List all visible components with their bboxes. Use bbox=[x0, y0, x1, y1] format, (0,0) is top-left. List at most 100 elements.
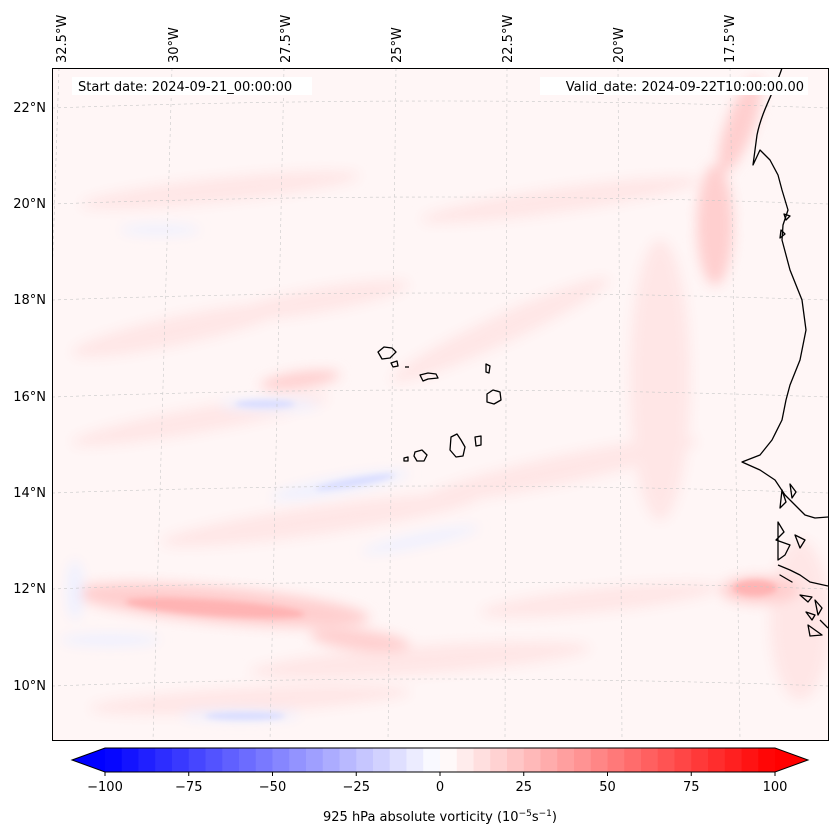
colorbar-cell bbox=[557, 748, 575, 772]
colorbar-cell bbox=[121, 748, 140, 772]
colorbar-cell bbox=[373, 748, 391, 772]
colorbar-cell bbox=[306, 748, 324, 772]
colorbar-label: 925 hPa absolute vorticity (10−5s−1) bbox=[323, 809, 557, 825]
colorbar-cell bbox=[540, 748, 558, 772]
colorbar-tick-label: −75 bbox=[175, 780, 202, 795]
west-africa-creeks bbox=[775, 483, 828, 637]
vorticity-core bbox=[235, 400, 295, 408]
vorticity-patch bbox=[480, 582, 720, 618]
vorticity-patch bbox=[391, 277, 609, 383]
latitude-labels: 22°N 20°N 18°N 16°N 14°N 12°N 10°N bbox=[13, 101, 46, 694]
island-santiago bbox=[449, 433, 466, 458]
valid-date-label: Valid_date: 2024-09-22T10:00:00.00 bbox=[566, 80, 804, 95]
colorbar-cell bbox=[289, 748, 307, 772]
colorbar-cell bbox=[758, 748, 776, 772]
parallel-22n bbox=[52, 100, 828, 109]
lat-label: 18°N bbox=[13, 293, 46, 308]
lon-label: 32.5°W bbox=[55, 15, 70, 63]
parallel-18n bbox=[52, 292, 828, 301]
africa-coastline bbox=[741, 68, 828, 519]
field-background bbox=[52, 68, 828, 740]
colorbar-tick-label: 25 bbox=[515, 780, 532, 795]
island-sao-vicente bbox=[390, 360, 399, 368]
lon-label: 17.5°W bbox=[723, 15, 738, 63]
vorticity-patch bbox=[60, 634, 160, 646]
vorticity-patch bbox=[630, 240, 690, 520]
colorbar-cell bbox=[641, 748, 659, 772]
colorbar-cell bbox=[724, 748, 743, 772]
parallel-20n bbox=[52, 196, 828, 205]
colorbar-tick-label: 100 bbox=[763, 780, 788, 795]
colorbar-extend-max bbox=[775, 748, 808, 772]
colorbar-cell bbox=[607, 748, 625, 772]
island-fogo bbox=[413, 449, 428, 462]
colorbar-extend-min bbox=[72, 748, 105, 772]
vorticity-core bbox=[125, 597, 305, 619]
lat-label: 20°N bbox=[13, 197, 46, 212]
vorticity-core bbox=[315, 474, 395, 490]
island-santo-antao bbox=[377, 346, 397, 360]
meridian-30w bbox=[152, 68, 173, 740]
vorticity-patch bbox=[718, 77, 762, 173]
vorticity-patch bbox=[770, 540, 828, 700]
colorbar-cell bbox=[406, 748, 424, 772]
meridian-27-5w bbox=[269, 68, 285, 740]
date-labels: Start date: 2024-09-21_00:00:00 Valid_da… bbox=[72, 77, 808, 95]
colorbar-cell bbox=[222, 748, 240, 772]
colorbar-cell bbox=[272, 748, 290, 772]
colorbar-cell bbox=[172, 748, 190, 772]
meridian-25w bbox=[387, 68, 397, 740]
colorbar-cell bbox=[674, 748, 692, 772]
colorbar-cell bbox=[155, 748, 173, 772]
colorbar-tick-label: −25 bbox=[343, 780, 370, 795]
parallel-14n bbox=[52, 485, 828, 494]
colorbar-tick-label: 0 bbox=[436, 780, 444, 795]
colorbar-cell bbox=[138, 748, 156, 772]
colorbar-cell bbox=[440, 748, 458, 772]
meridian-20w bbox=[617, 68, 623, 740]
colorbar-cell bbox=[490, 748, 508, 772]
vorticity-patch bbox=[161, 493, 479, 547]
colorbar-cell bbox=[456, 748, 475, 772]
lat-label: 10°N bbox=[13, 679, 46, 694]
colorbar-cell bbox=[624, 748, 642, 772]
island-sao-nicolau bbox=[419, 372, 439, 382]
vorticity-patch bbox=[250, 641, 590, 679]
vorticity-patch bbox=[80, 171, 360, 209]
colorbar-cell bbox=[389, 748, 408, 772]
lon-label: 25°W bbox=[390, 27, 405, 63]
colorbar-cell bbox=[322, 748, 341, 772]
island-maio bbox=[474, 435, 482, 447]
vorticity-patch bbox=[310, 628, 410, 652]
colorbar-tick-label: −100 bbox=[87, 780, 123, 795]
colorbar-tick-label: 75 bbox=[683, 780, 700, 795]
colorbar-cell bbox=[423, 748, 441, 772]
colorbar-ticks: −100 −75 −50 −25 0 25 50 75 100 bbox=[87, 772, 787, 795]
lon-label: 22.5°W bbox=[501, 15, 516, 63]
colorbar-cell bbox=[574, 748, 592, 772]
lat-label: 22°N bbox=[13, 101, 46, 116]
africa-coast-islands bbox=[779, 213, 791, 239]
coastlines bbox=[377, 68, 828, 637]
parallel-10n bbox=[52, 678, 828, 687]
vorticity-field bbox=[52, 68, 828, 740]
vorticity-patch bbox=[260, 370, 340, 390]
island-brava bbox=[403, 456, 409, 462]
colorbar-cell bbox=[473, 748, 491, 772]
island-sal bbox=[485, 363, 491, 374]
colorbar-cell bbox=[657, 748, 676, 772]
island-boa-vista bbox=[486, 389, 502, 405]
vorticity-patch bbox=[67, 560, 83, 620]
vorticity-patch bbox=[361, 526, 479, 554]
lon-label: 27.5°W bbox=[279, 15, 294, 63]
graticule bbox=[52, 68, 828, 740]
vorticity-patch bbox=[120, 225, 200, 235]
vorticity-patch bbox=[697, 165, 733, 285]
start-date-label: Start date: 2024-09-21_00:00:00 bbox=[78, 80, 292, 95]
vorticity-patch bbox=[231, 280, 409, 320]
lon-label: 30°W bbox=[167, 27, 182, 63]
longitude-labels: 32.5°W 30°W 27.5°W 25°W 22.5°W 20°W 17.5… bbox=[55, 15, 738, 63]
colorbar-cell bbox=[105, 748, 123, 772]
